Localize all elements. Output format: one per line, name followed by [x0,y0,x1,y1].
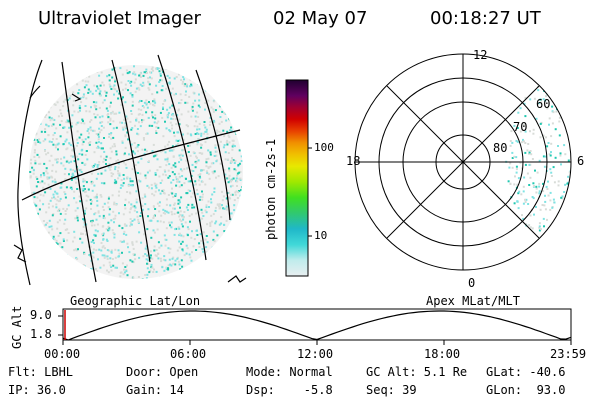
alt-xtick-4: 23:59 [550,347,587,361]
mlat-label-70: 70 [513,120,528,134]
time-label: 00:18:27 UT [430,8,541,29]
geographic-caption: Geographic Lat/Lon [70,294,201,308]
geographic-image [13,54,247,286]
status-ip: IP: 36.0 [8,383,66,397]
geographic-grid-lines [13,54,247,286]
polar-plot [354,53,572,271]
colorbar [285,79,312,277]
status-door: Door: Open [126,365,199,379]
lander-marker [71,93,82,102]
alt-ytick-low: 1.8 [30,327,52,341]
status-glat: GLat: -40.6 [486,365,566,379]
alt-ytick-high: 9.0 [30,308,52,322]
alt-xtick-0: 00:00 [44,347,81,361]
app-title: Ultraviolet Imager [38,8,201,29]
apex-caption: Apex MLat/MLT [426,294,520,308]
mlt-label-0: 0 [468,276,476,290]
alt-xtick-2: 12:00 [297,347,334,361]
status-glon: GLon: 93.0 [486,383,566,397]
alt-plot-ylabel: GC Alt [10,305,24,349]
status-gain: Gain: 14 [126,383,184,397]
alt-xtick-3: 18:00 [424,347,461,361]
alt-xtick-1: 06:00 [170,347,207,361]
mlt-label-6: 6 [577,154,585,168]
mlat-label-60: 60 [536,97,551,111]
status-gcalt: GC Alt: 5.1 Re [366,365,468,379]
mlt-label-18: 18 [346,154,361,168]
colorbar-tick-10: 10 [314,229,328,242]
status-filter: Flt: LBHL [8,365,74,379]
colorbar-tick-100: 100 [314,141,334,154]
status-seq: Seq: 39 [366,383,417,397]
status-mode: Mode: Normal [246,365,333,379]
mlt-label-12: 12 [473,48,488,62]
mlat-label-80: 80 [493,141,508,155]
altitude-plot [58,308,572,345]
colorbar-unit-label: photon cm-2s-1 [264,138,278,240]
date-label: 02 May 07 [273,8,368,29]
status-dsp: Dsp: -5.8 [246,383,333,397]
